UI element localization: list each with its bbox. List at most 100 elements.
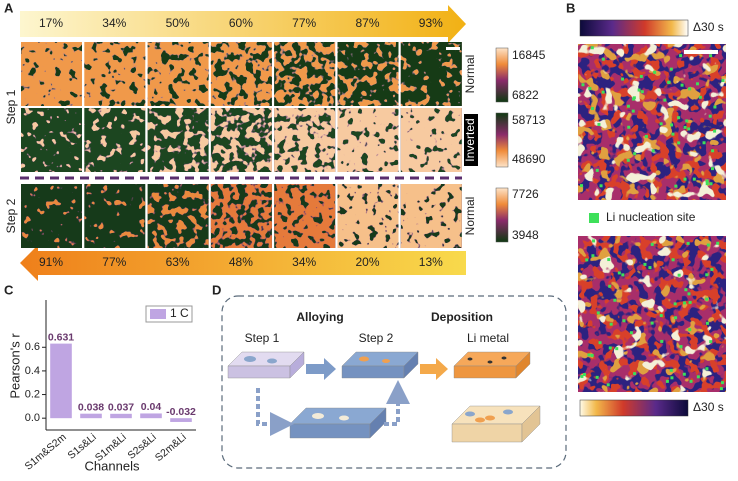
nucleation-site (709, 340, 713, 344)
step-arrow (420, 358, 448, 380)
y-tick-label: 0.0 (25, 412, 40, 424)
nucleation-site (585, 258, 589, 262)
nucleation-site (660, 339, 664, 343)
y-tick-label: 0.2 (25, 388, 40, 400)
phase-label: Alloying (296, 310, 343, 324)
nucleation-site (608, 346, 612, 350)
colorbar-tick: 6822 (512, 88, 539, 102)
nucleation-site (720, 381, 724, 385)
colorbar-tick: 48690 (512, 152, 546, 166)
slab-side (403, 351, 419, 379)
bar (50, 343, 72, 419)
y-tick-label: 0.4 (25, 365, 40, 377)
deposit (475, 417, 485, 423)
mode-label: Normal (463, 55, 477, 94)
image-tile-overlay (84, 108, 146, 172)
nucleation-site (677, 273, 681, 277)
slab-front (289, 423, 371, 439)
slab-side (521, 405, 541, 443)
nucleation-site (595, 168, 599, 172)
slab-side (515, 351, 531, 379)
nucleation-site (626, 104, 630, 108)
step-arrow (306, 358, 336, 380)
mode-label: Inverted (463, 118, 477, 161)
nucleation-site (710, 267, 714, 271)
nucleation-site (608, 284, 612, 288)
nucleation-site (711, 149, 715, 153)
nucleation-site (601, 57, 605, 61)
nucleation-site (708, 114, 712, 118)
nucleation-site (601, 90, 605, 94)
colorbar-label: Δ30 s (693, 20, 724, 34)
nucleation-site (687, 127, 691, 131)
nucleation-site (682, 372, 686, 376)
colorbar-tick: 7726 (512, 187, 539, 201)
nucleation-site (659, 122, 663, 126)
nucleation-site (706, 243, 710, 247)
value-label: 0.037 (108, 402, 134, 414)
schematic (227, 351, 541, 443)
nucleation-site (644, 134, 648, 138)
nucleation-site (587, 353, 591, 357)
nucleation-site (591, 254, 595, 258)
nucleation-site (688, 328, 692, 332)
nucleation-site (650, 242, 654, 246)
particle (359, 356, 369, 362)
nucleation-site (692, 177, 696, 181)
image-tile-overlay (274, 108, 336, 172)
nucleation-site (633, 152, 637, 156)
particle (244, 356, 256, 362)
panel-label: A (4, 0, 14, 15)
nucleation-site (606, 383, 610, 387)
slab-front (451, 423, 523, 443)
percent-label: 77% (102, 255, 126, 269)
panel-label: B (566, 0, 575, 15)
deposit (465, 411, 475, 417)
schematic-frame (221, 295, 567, 469)
nucleation-site (713, 129, 717, 133)
panel-label: C (4, 282, 14, 297)
nucleation-site (705, 182, 709, 186)
y-axis-label: Pearson's r (7, 333, 22, 399)
particle (312, 413, 324, 419)
bar (140, 413, 162, 419)
percent-label: 34% (292, 255, 316, 269)
nucleation-site (596, 311, 600, 315)
x-tick-label: S1m&S2m (23, 431, 69, 473)
mode-box (464, 114, 478, 166)
phase-label: Deposition (431, 310, 493, 324)
nucleation-site (686, 241, 690, 245)
image-tile-overlay (147, 42, 209, 106)
nucleation-site (673, 302, 677, 306)
nucleation-site (592, 239, 596, 243)
nucleus (487, 360, 493, 364)
stage-label: Step 2 (359, 331, 394, 345)
nucleation-site (609, 322, 613, 326)
image-tile-overlay (400, 42, 462, 106)
colorbar (579, 19, 689, 37)
value-label: 0.04 (141, 401, 162, 413)
slab-front (341, 365, 405, 379)
image-tile-overlay (21, 42, 82, 106)
image-tile-overlay (337, 108, 399, 172)
legend-swatch (589, 213, 599, 223)
y-tick-label: 0.6 (25, 341, 40, 353)
image-tile-overlay (400, 108, 462, 172)
nucleation-site (721, 79, 725, 83)
bar (170, 418, 192, 422)
nucleation-site (688, 87, 692, 91)
nucleation-site (580, 374, 584, 378)
percent-label: 20% (355, 255, 379, 269)
nucleation-site (671, 258, 675, 262)
particle (267, 358, 277, 364)
nucleation-site (640, 90, 644, 94)
nucleation-site (698, 95, 702, 99)
nucleation-site (670, 123, 674, 127)
nucleus (467, 357, 473, 361)
row-label: Step 1 (4, 89, 18, 124)
nucleation-site (651, 149, 655, 153)
nucleation-site (705, 321, 709, 325)
image-layer (578, 44, 726, 200)
nucleation-site (588, 87, 592, 91)
